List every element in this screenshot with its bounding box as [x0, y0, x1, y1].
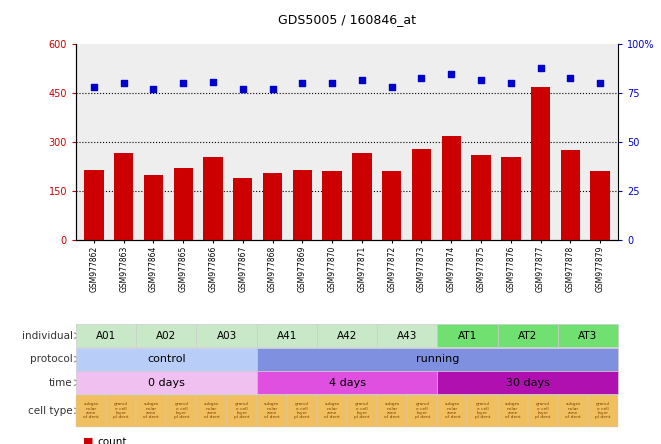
- Bar: [352, 154, 371, 240]
- Text: A02: A02: [156, 331, 176, 341]
- Text: A42: A42: [337, 331, 357, 341]
- Bar: [442, 135, 461, 240]
- Text: granul
e cell
layer
pl dent: granul e cell layer pl dent: [595, 402, 611, 419]
- Text: subgra
nular
zone
of dent: subgra nular zone of dent: [324, 402, 340, 419]
- Point: [595, 80, 605, 87]
- Text: granul
e cell
layer
pl dent: granul e cell layer pl dent: [535, 402, 551, 419]
- Text: AT2: AT2: [518, 331, 537, 341]
- Point: [237, 86, 248, 93]
- Text: 0 days: 0 days: [148, 378, 185, 388]
- Text: A41: A41: [276, 331, 297, 341]
- Text: GDS5005 / 160846_at: GDS5005 / 160846_at: [278, 13, 416, 27]
- Bar: [471, 155, 490, 240]
- Text: subgra
nular
zone
of dent: subgra nular zone of dent: [565, 402, 581, 419]
- Text: A03: A03: [216, 331, 237, 341]
- Text: A43: A43: [397, 331, 418, 341]
- Text: control: control: [147, 354, 186, 364]
- Text: ■: ■: [83, 437, 93, 444]
- Bar: [204, 157, 223, 240]
- Text: subgra
nular
zone
of dent: subgra nular zone of dent: [143, 402, 159, 419]
- Point: [267, 86, 278, 93]
- Point: [178, 80, 188, 87]
- Text: individual: individual: [22, 331, 73, 341]
- Bar: [263, 173, 282, 240]
- Text: AT3: AT3: [578, 331, 598, 341]
- Bar: [323, 171, 342, 240]
- Text: cell type: cell type: [28, 406, 73, 416]
- Bar: [412, 149, 431, 240]
- Bar: [382, 171, 401, 240]
- Point: [89, 84, 99, 91]
- Point: [535, 64, 546, 71]
- Text: granul
e cell
layer
pl dent: granul e cell layer pl dent: [174, 402, 189, 419]
- Bar: [114, 154, 134, 240]
- Point: [118, 80, 129, 87]
- Bar: [590, 171, 610, 240]
- Point: [148, 86, 159, 93]
- Point: [297, 80, 307, 87]
- Text: granul
e cell
layer
pl dent: granul e cell layer pl dent: [475, 402, 490, 419]
- Text: granul
e cell
layer
pl dent: granul e cell layer pl dent: [294, 402, 309, 419]
- Text: subgra
nular
zone
of dent: subgra nular zone of dent: [445, 402, 460, 419]
- Point: [208, 78, 218, 85]
- Text: running: running: [416, 354, 459, 364]
- Text: subgra
nular
zone
of dent: subgra nular zone of dent: [204, 402, 219, 419]
- Text: granul
e cell
layer
pl dent: granul e cell layer pl dent: [114, 402, 129, 419]
- Point: [506, 80, 516, 87]
- Point: [476, 76, 486, 83]
- Bar: [561, 150, 580, 240]
- Text: AT1: AT1: [458, 331, 477, 341]
- Bar: [501, 157, 520, 240]
- Bar: [531, 87, 550, 240]
- Text: 4 days: 4 days: [329, 378, 366, 388]
- Bar: [144, 174, 163, 240]
- Text: subgra
nular
zone
of dent: subgra nular zone of dent: [505, 402, 520, 419]
- Text: count: count: [97, 437, 127, 444]
- Text: granul
e cell
layer
pl dent: granul e cell layer pl dent: [414, 402, 430, 419]
- Point: [387, 84, 397, 91]
- Bar: [84, 170, 104, 240]
- Bar: [293, 170, 312, 240]
- Point: [327, 80, 337, 87]
- Text: time: time: [49, 378, 73, 388]
- Point: [446, 70, 457, 77]
- Text: A01: A01: [96, 331, 116, 341]
- Text: protocol: protocol: [30, 354, 73, 364]
- Text: subgra
nular
zone
of dent: subgra nular zone of dent: [83, 402, 99, 419]
- Point: [565, 74, 576, 81]
- Point: [357, 76, 368, 83]
- Text: subgra
nular
zone
of dent: subgra nular zone of dent: [264, 402, 280, 419]
- Text: 30 days: 30 days: [506, 378, 550, 388]
- Text: granul
e cell
layer
pl dent: granul e cell layer pl dent: [354, 402, 370, 419]
- Bar: [174, 168, 193, 240]
- Text: granul
e cell
layer
pl dent: granul e cell layer pl dent: [234, 402, 249, 419]
- Point: [416, 74, 427, 81]
- Bar: [233, 178, 253, 240]
- Text: subgra
nular
zone
of dent: subgra nular zone of dent: [384, 402, 400, 419]
